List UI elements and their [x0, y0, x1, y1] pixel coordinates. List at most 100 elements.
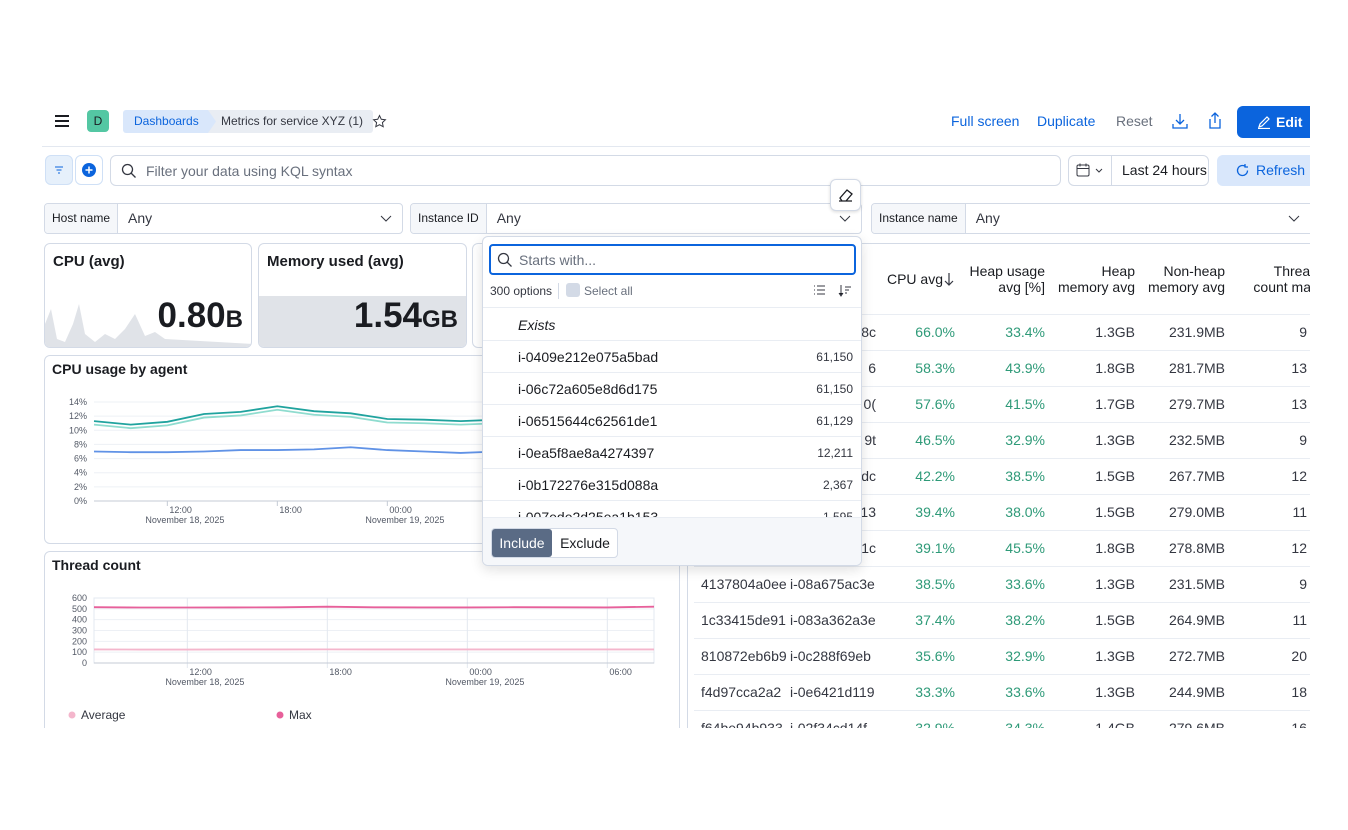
sparkline: [45, 304, 251, 347]
y-tick-label: 8%: [74, 439, 87, 449]
option-count: 2,367: [822, 478, 853, 492]
control-instance-id[interactable]: Instance ID Any: [410, 203, 862, 234]
legend-label: Average: [81, 708, 126, 722]
metric-number: 0.80: [157, 296, 226, 335]
option-row[interactable]: i-06c72a605e8d6d175 61,150: [483, 372, 861, 404]
y-tick-label: 200: [72, 636, 87, 646]
chart-panel: Thread count 0 100 200 300 400 500 600 12:00 18:…: [44, 551, 680, 728]
option-row[interactable]: i-007ede2d25ea1b153 1,595: [483, 500, 861, 517]
exclude-button[interactable]: Exclude: [560, 535, 610, 551]
select-all-label[interactable]: Select all: [584, 284, 633, 298]
option-label: i-06c72a605e8d6d175: [518, 381, 658, 397]
legend-swatch: [276, 711, 284, 719]
instance-cell: i-083a362a3e: [790, 612, 876, 628]
clear-selection-button[interactable]: [830, 179, 861, 211]
table-cell: 278.8MB: [1168, 540, 1225, 556]
table-cell: 12: [1291, 540, 1307, 556]
table-cell: 1.5GB: [1095, 612, 1135, 628]
legend-label: Max: [289, 708, 312, 722]
table-cell: 33.6%: [1005, 684, 1045, 700]
include-button[interactable]: Include: [492, 529, 552, 557]
table-cell: 11: [1292, 504, 1307, 520]
table-cell: 38.5%: [1005, 468, 1045, 484]
star-icon[interactable]: [372, 114, 387, 129]
date-quick-menu[interactable]: [1068, 155, 1112, 186]
instance-cell: 9t: [864, 432, 876, 448]
option-count: 61,150: [816, 350, 853, 364]
column-header[interactable]: CPU avg: [877, 244, 955, 314]
table-cell: 18: [1291, 684, 1307, 700]
metric-unit: GB: [422, 306, 458, 333]
space-avatar[interactable]: D: [87, 110, 109, 132]
control-instance-name[interactable]: Instance name Any: [871, 203, 1310, 234]
option-label: i-007ede2d25ea1b153: [518, 509, 659, 517]
table-cell: 279.0MB: [1168, 504, 1225, 520]
data-table: CPU avg Heap usage avg [%] Heap memory avg…: [687, 243, 1310, 728]
column-header[interactable]: Heap memory avg: [1049, 244, 1135, 314]
table-cell: 9: [1299, 576, 1307, 592]
table-cell: 1.5GB: [1095, 468, 1135, 484]
table-cell: 33.3%: [915, 684, 955, 700]
option-label: i-0409e212e075a5bad: [518, 349, 659, 365]
option-row[interactable]: i-0ea5f8ae8a4274397 12,211: [483, 436, 861, 468]
table-cell: 231.9MB: [1168, 324, 1225, 340]
time-range[interactable]: Last 24 hours: [1111, 155, 1209, 186]
refresh-button[interactable]: Refresh: [1217, 155, 1310, 186]
column-header[interactable]: Heap usage avg [%]: [959, 244, 1045, 314]
table-cell: 34.3%: [1005, 720, 1045, 728]
table-cell: 1.8GB: [1095, 360, 1135, 376]
row-divider: [694, 710, 1310, 711]
edit-button[interactable]: Edit: [1237, 106, 1310, 138]
table-cell: 1.7GB: [1095, 396, 1135, 412]
option-row[interactable]: i-06515644c62561de1 61,129: [483, 404, 861, 436]
table-cell: 20: [1291, 648, 1307, 664]
x-tick-label: 00:00: [389, 505, 412, 515]
select-all-checkbox[interactable]: [566, 283, 580, 297]
option-row[interactable]: i-0409e212e075a5bad 61,150: [483, 340, 861, 372]
eraser-icon: [839, 189, 853, 202]
menu-icon[interactable]: [54, 113, 70, 129]
control-host-name[interactable]: Host name Any: [44, 203, 403, 234]
option-search[interactable]: Starts with...: [489, 244, 856, 275]
filter-button[interactable]: [45, 155, 73, 185]
host-cell: 1c33415de91: [701, 612, 786, 628]
exists-option[interactable]: Exists: [518, 317, 556, 333]
row-divider: [694, 566, 1310, 567]
option-row[interactable]: i-0b172276e315d088a 2,367: [483, 468, 861, 500]
breadcrumb[interactable]: Dashboards: [123, 110, 217, 133]
option-count: 1,595: [822, 510, 853, 517]
add-filter-button[interactable]: [75, 155, 103, 185]
row-divider: [694, 350, 1310, 351]
refresh-icon: [1236, 164, 1249, 177]
fullscreen-link[interactable]: Full screen: [951, 113, 1020, 129]
host-cell: f4d97cca2a2: [701, 684, 782, 700]
column-header[interactable]: Non-heap memory avg: [1139, 244, 1225, 314]
metric-unit: B: [225, 306, 243, 333]
x-tick-label: 18:00: [279, 505, 302, 515]
reset-link[interactable]: Reset: [1116, 113, 1153, 129]
download-icon[interactable]: [1172, 113, 1188, 129]
table-cell: 58.3%: [915, 360, 955, 376]
popover-footer: Include Exclude: [483, 517, 861, 565]
row-divider: [694, 314, 1310, 315]
query-input[interactable]: Filter your data using KQL syntax: [110, 155, 1061, 186]
table-cell: 32.9%: [1005, 648, 1045, 664]
table-cell: 16: [1291, 720, 1307, 728]
x-date-label: November 19, 2025: [365, 515, 444, 525]
duplicate-link[interactable]: Duplicate: [1037, 113, 1096, 129]
x-date-label: November 18, 2025: [165, 677, 244, 687]
y-tick-label: 6%: [74, 454, 87, 464]
host-cell: 4137804a0ee: [701, 576, 787, 592]
x-tick-label: 00:00: [469, 667, 492, 677]
share-icon[interactable]: [1207, 112, 1223, 129]
plus-icon: [82, 163, 96, 177]
table-cell: 1.4GB: [1095, 720, 1135, 728]
series-line: [93, 605, 655, 609]
table-cell: 1.5GB: [1095, 504, 1135, 520]
column-header-label: CPU avg: [886, 271, 943, 287]
instance-cell: i-0e6421d119: [790, 684, 875, 700]
column-header[interactable]: Thread count max: [1229, 244, 1310, 314]
sort-icons[interactable]: [813, 284, 853, 298]
table-cell: 279.7MB: [1168, 396, 1225, 412]
